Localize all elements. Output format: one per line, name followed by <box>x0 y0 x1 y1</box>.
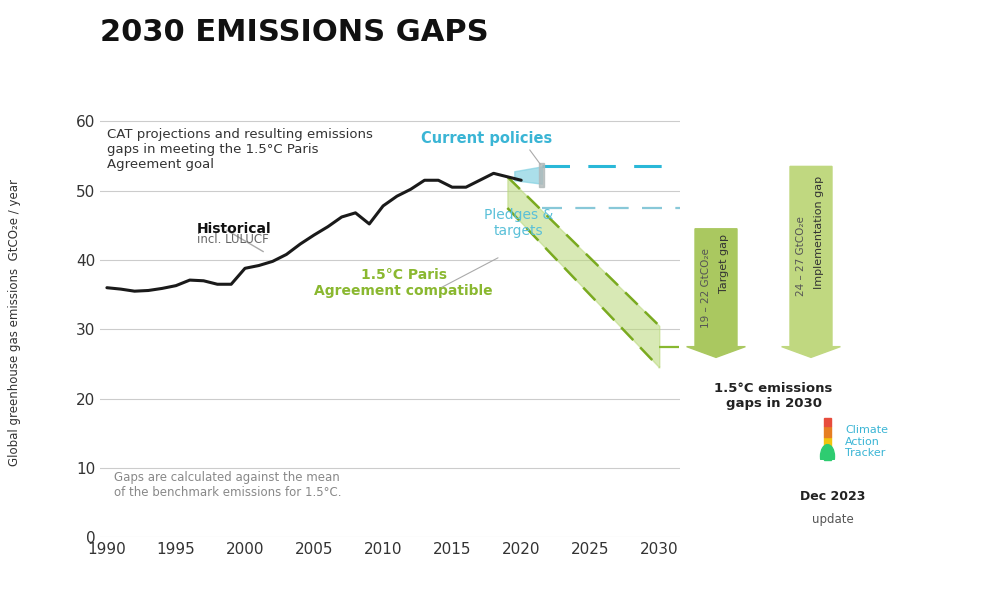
Bar <box>824 426 831 436</box>
Text: 2030 EMISSIONS GAPS: 2030 EMISSIONS GAPS <box>100 18 489 47</box>
Bar <box>824 449 831 460</box>
Text: 1.5°C Paris
Agreement compatible: 1.5°C Paris Agreement compatible <box>314 268 493 298</box>
Bar <box>539 163 544 187</box>
Bar <box>824 437 831 449</box>
Text: Implementation gap: Implementation gap <box>814 176 824 289</box>
Text: CAT projections and resulting emissions
gaps in meeting the 1.5°C Paris
Agreemen: CAT projections and resulting emissions … <box>107 128 373 171</box>
Text: Historical: Historical <box>197 221 271 236</box>
Text: incl. LULUCF: incl. LULUCF <box>197 233 268 246</box>
Text: Climate
Action
Tracker: Climate Action Tracker <box>845 425 888 458</box>
Text: Gaps are calculated against the mean
of the benchmark emissions for 1.5°C.: Gaps are calculated against the mean of … <box>114 471 341 499</box>
Circle shape <box>820 445 834 468</box>
Text: Target gap: Target gap <box>719 235 729 293</box>
Text: 1.5°C emissions
gaps in 2030: 1.5°C emissions gaps in 2030 <box>714 383 833 411</box>
Text: Dec 2023: Dec 2023 <box>800 490 866 503</box>
Text: Pledges &
targets: Pledges & targets <box>484 208 553 238</box>
Text: 24 – 27 GtCO₂e: 24 – 27 GtCO₂e <box>796 217 806 297</box>
Text: update: update <box>812 513 854 527</box>
Bar <box>824 418 831 426</box>
Text: Global greenhouse gas emissions  GtCO₂e / year: Global greenhouse gas emissions GtCO₂e /… <box>8 179 22 466</box>
Text: Current policies: Current policies <box>421 131 552 146</box>
Text: 19 – 22 GtCO₂e: 19 – 22 GtCO₂e <box>701 248 711 328</box>
